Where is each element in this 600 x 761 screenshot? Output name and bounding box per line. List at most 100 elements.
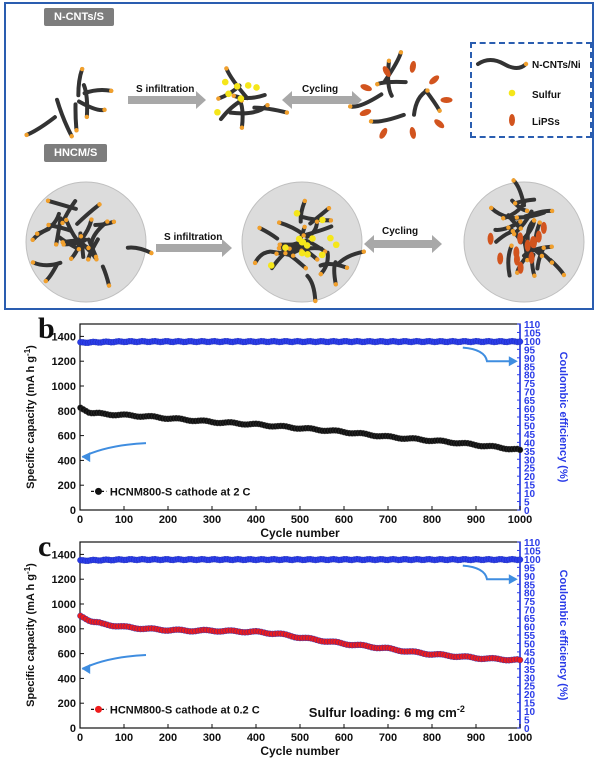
x-tick-label: 900 xyxy=(467,514,485,526)
y-tick-label: 0 xyxy=(70,505,76,517)
y2-tick-label: 30 xyxy=(524,455,536,466)
ni-particle xyxy=(94,257,99,262)
x-tick-label: 200 xyxy=(159,514,177,526)
ni-particle xyxy=(506,225,511,230)
ni-particle xyxy=(561,272,567,278)
y2-tick-label: 0 xyxy=(524,724,530,735)
capacity-axis-pointer-arrow xyxy=(81,442,147,459)
y2-tick-label: 85 xyxy=(524,580,536,591)
ni-particle xyxy=(368,119,374,124)
ni-particle xyxy=(216,96,221,101)
y2-tick-label: 75 xyxy=(524,597,536,608)
sulfur-loading-sup: -2 xyxy=(457,704,465,714)
schematic-panel: N-CNTs/S HNCM/S S infiltration Cycling S… xyxy=(4,2,594,310)
sulfur-particle xyxy=(214,108,221,116)
y-tick-label: 400 xyxy=(58,673,76,685)
y2-tick-label: 35 xyxy=(524,665,536,676)
legend-marker xyxy=(94,487,102,495)
sulfur-particle xyxy=(299,238,307,246)
y2-tick-label: 15 xyxy=(524,481,536,492)
ni-particle xyxy=(30,237,35,243)
ni-particle xyxy=(524,208,530,214)
sulfur-particle xyxy=(244,82,252,89)
sulfur-particle xyxy=(309,235,316,242)
lipss-particle xyxy=(429,75,440,85)
cnt-tube xyxy=(252,105,289,115)
ni-particle xyxy=(84,114,90,120)
lipss-particle xyxy=(513,246,520,259)
ni-particle xyxy=(344,265,350,270)
ni-particle xyxy=(313,298,318,304)
y-tick-label: 200 xyxy=(58,698,76,710)
y2-tick-label: 35 xyxy=(524,447,536,458)
ni-particle xyxy=(69,134,74,139)
cnt-tube xyxy=(89,219,110,246)
ni-particle xyxy=(301,233,306,238)
x-tick-label: 0 xyxy=(77,732,83,744)
y2-axis-label: Coulombic efficiency (%) xyxy=(557,352,569,483)
y-tick-label: 400 xyxy=(58,455,76,467)
y2-tick-label: 20 xyxy=(524,472,536,483)
ni-particle xyxy=(69,256,74,261)
x-tick-label: 400 xyxy=(247,514,265,526)
coulombic-efficiency-series xyxy=(77,555,524,565)
capacity-axis-pointer-arrowhead xyxy=(82,452,91,463)
capacity-axis-pointer-arrowhead xyxy=(82,663,91,674)
bottom-infiltration-arrow xyxy=(156,239,232,257)
x-tick-label: 300 xyxy=(203,514,221,526)
lipss-particle xyxy=(517,261,524,274)
cnt-tube xyxy=(301,224,334,238)
sulfur-particle xyxy=(225,90,232,98)
lipss-particle xyxy=(517,232,524,245)
y2-tick-label: 55 xyxy=(524,631,536,642)
y2-tick-label: 20 xyxy=(524,690,536,701)
sulfur-particle xyxy=(319,216,326,224)
x-tick-label: 1000 xyxy=(508,732,532,744)
cnt-tube xyxy=(76,67,85,98)
lipss-particle xyxy=(540,221,547,234)
ni-particle xyxy=(537,220,542,225)
ni-particle xyxy=(106,283,112,288)
capacity-series xyxy=(77,612,524,664)
ni-particle xyxy=(531,218,537,223)
ni-particle xyxy=(511,231,517,237)
ni-particle xyxy=(501,216,506,221)
ni-particle xyxy=(231,93,236,99)
y-tick-label: 1200 xyxy=(52,574,76,586)
lipss-particle xyxy=(531,236,538,249)
sulfur-particle xyxy=(293,209,301,217)
legend-label: HCNM800-S cathode at 2 C xyxy=(110,486,251,498)
lipss-particle xyxy=(409,60,417,73)
x-tick-label: 900 xyxy=(467,732,485,744)
x-tick-label: 1000 xyxy=(508,514,532,526)
y2-tick-label: 90 xyxy=(524,572,536,583)
y2-tick-label: 50 xyxy=(524,639,536,650)
lipss-particle xyxy=(359,109,372,117)
ni-particle xyxy=(97,202,102,207)
capacity-axis-pointer-arrow xyxy=(81,653,147,670)
lipss-particle xyxy=(382,66,391,77)
y2-tick-label: 40 xyxy=(524,656,536,667)
efficiency-axis-pointer-arrowhead xyxy=(508,574,518,585)
x-tick-label: 200 xyxy=(159,732,177,744)
x-tick-label: 700 xyxy=(379,514,397,526)
cnt-tube xyxy=(24,115,57,137)
ni-particle xyxy=(518,226,523,231)
y2-tick-label: 95 xyxy=(524,345,536,356)
y-axis-label-close: ) xyxy=(25,345,37,349)
cnt-tube xyxy=(305,273,318,303)
x-tick-label: 600 xyxy=(335,514,353,526)
ni-particle xyxy=(86,257,91,262)
y-axis-label-sup: -1 xyxy=(23,566,32,574)
legend-ni-glyph xyxy=(523,61,529,67)
y-tick-label: 1000 xyxy=(52,599,76,611)
ni-particle xyxy=(315,257,320,262)
sulfur-particle xyxy=(282,244,289,251)
cnt-tube xyxy=(46,198,78,211)
top-cycling-arrow xyxy=(282,91,362,109)
ni-particle xyxy=(525,257,530,263)
n-cnts-s-tag: N-CNTs/S xyxy=(44,8,114,26)
sulfur-particle xyxy=(233,83,241,90)
hncm-s-tag: HNCM/S xyxy=(44,144,108,162)
ni-particle xyxy=(511,178,516,183)
